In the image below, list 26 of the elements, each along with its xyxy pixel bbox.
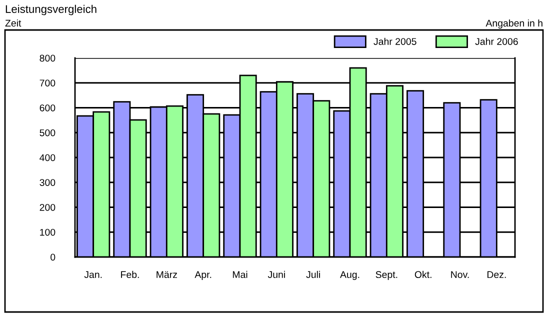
- x-tick-label: Juni: [268, 270, 285, 278]
- text: Angaben in h: [486, 19, 542, 29]
- y-tick-label: 300: [40, 179, 56, 186]
- legend-label: Jahr 2005: [374, 38, 416, 45]
- x-tick-label: Feb.: [121, 270, 139, 278]
- chart-title: Leistungsvergleich: [6, 4, 96, 16]
- x-tick-label: Mai: [232, 270, 248, 278]
- y-tick-label: 0: [50, 254, 56, 261]
- y-tick-label: 200: [40, 204, 56, 211]
- legend-label: Jahr 2006: [475, 38, 518, 45]
- x-tick-label: Okt.: [414, 270, 432, 278]
- x-tick-label: März: [156, 271, 177, 278]
- x-tick-label: Jan.: [84, 271, 102, 278]
- y-tick-label: 700: [40, 80, 56, 86]
- x-tick-label: Nov.: [451, 271, 469, 278]
- y-tick-label: 400: [40, 154, 56, 162]
- y-tick-label: 800: [40, 54, 56, 62]
- y-axis-title: Zeit: [5, 19, 22, 27]
- x-tick-label: Juli: [306, 270, 320, 278]
- y-tick-label: 600: [40, 104, 56, 112]
- x-tick-label: Dez.: [487, 271, 506, 278]
- x-tick-label: Apr.: [194, 271, 212, 280]
- x-tick-label: Sept.: [376, 271, 398, 280]
- x-tick-label: Aug.: [340, 271, 360, 280]
- y-tick-label: 100: [40, 228, 56, 236]
- y-tick-label: 500: [40, 129, 56, 136]
